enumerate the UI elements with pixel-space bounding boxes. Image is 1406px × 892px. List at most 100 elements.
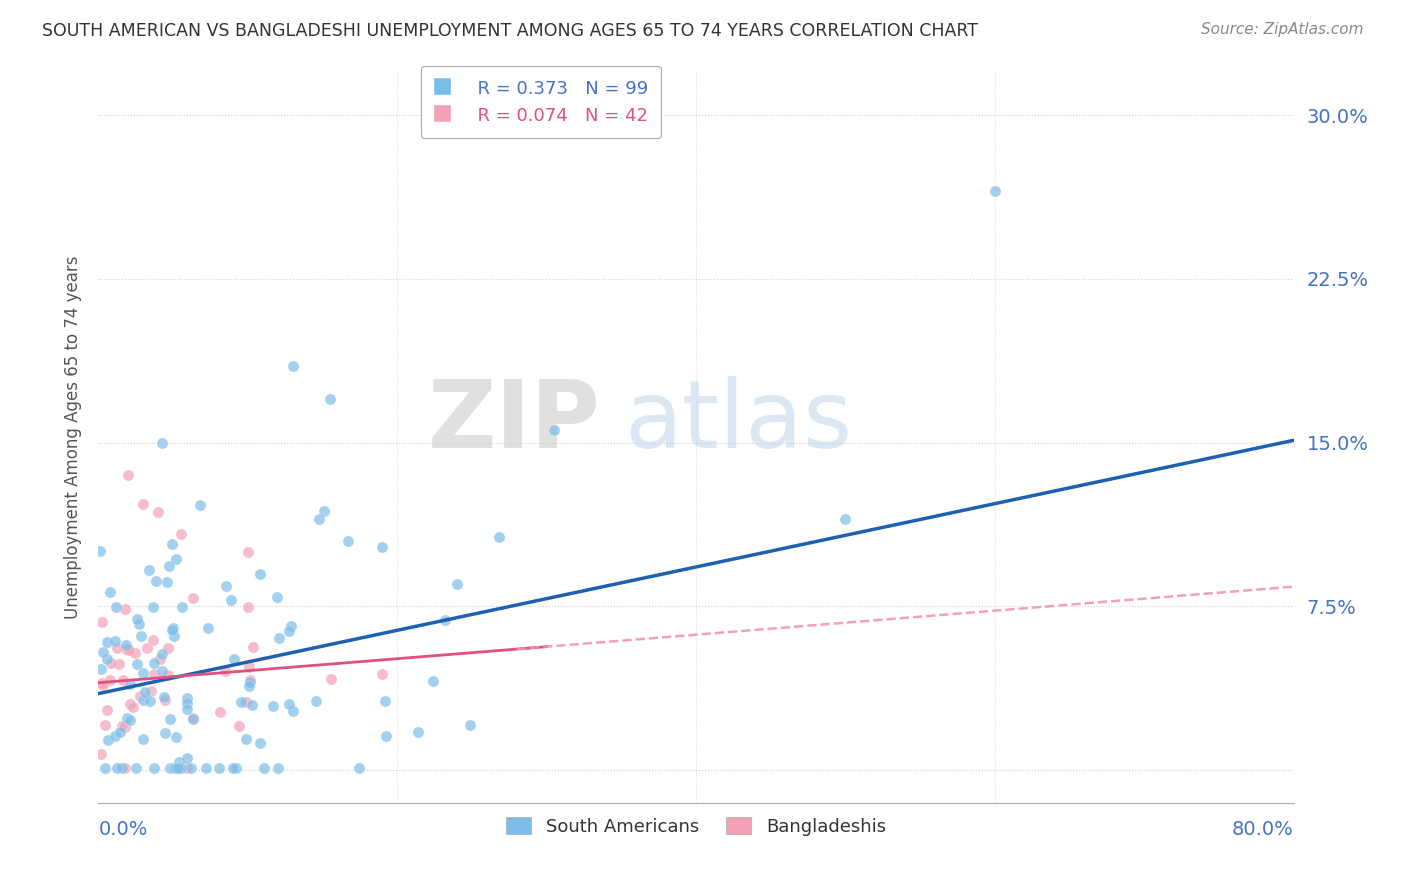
Point [319,392,342,406]
Point [349,761,371,775]
Point [148,505,170,519]
Text: SOUTH AMERICAN VS BANGLADESHI UNEMPLOYMENT AMONG AGES 65 TO 74 YEARS CORRELATION: SOUTH AMERICAN VS BANGLADESHI UNEMPLOYME… [42,22,979,40]
Point [100,656,122,670]
Point [98,585,121,599]
Point [125,657,148,672]
Y-axis label: Unemployment Among Ages 65 to 74 years: Unemployment Among Ages 65 to 74 years [63,255,82,619]
Point [214,664,236,678]
Point [98,673,121,688]
Point [240,698,263,713]
Point [281,359,304,373]
Point [319,673,342,687]
Point [94,718,117,732]
Point [228,719,250,733]
Point [208,761,231,775]
Point [176,690,198,705]
Point [488,530,510,544]
Point [169,527,191,541]
Point [142,632,165,647]
Point [181,591,204,605]
Point [208,705,231,719]
Point [152,665,174,679]
Point [125,761,148,775]
Point [107,761,129,775]
Point [269,631,291,645]
Point [153,726,176,740]
Point [90,747,112,762]
Point [242,640,264,654]
Point [142,666,165,681]
Point [128,617,150,632]
Point [239,673,262,687]
Point [96,652,118,666]
Point [277,698,299,712]
Text: 0.0%: 0.0% [98,821,148,839]
Point [238,679,260,693]
Point [105,641,128,656]
Point [434,613,457,627]
Point [91,678,114,692]
Point [153,690,176,705]
Text: atlas: atlas [624,376,852,468]
Point [159,712,181,726]
Point [167,761,190,775]
Point [138,564,160,578]
Point [176,702,198,716]
Point [143,656,166,670]
Point [159,761,181,775]
Point [280,618,302,632]
Point [89,544,111,558]
Point [167,755,190,769]
Point [131,665,153,680]
Point [135,641,157,656]
Point [104,634,127,648]
Point [156,574,179,589]
Point [108,724,131,739]
Point [249,566,271,581]
Point [112,673,135,687]
Point [118,698,141,712]
Point [127,612,149,626]
Point [156,641,179,656]
Point [188,499,211,513]
Legend: South Americans, Bangladeshis: South Americans, Bangladeshis [496,808,896,845]
Point [115,711,138,725]
Point [97,732,120,747]
Point [181,711,204,725]
Point [267,761,290,775]
Point [446,577,468,591]
Point [219,592,242,607]
Point [153,692,176,706]
Point [229,695,252,709]
Point [104,730,127,744]
Point [422,674,444,689]
Point [183,712,205,726]
Point [114,720,136,734]
Point [235,731,257,746]
Point [176,696,198,710]
Point [197,621,219,635]
Point [117,642,139,657]
Point [225,761,247,775]
Point [249,736,271,750]
Text: 80.0%: 80.0% [1232,821,1294,839]
Point [222,761,245,775]
Point [305,694,328,708]
Point [115,641,138,656]
Point [235,696,257,710]
Point [262,698,284,713]
Point [308,511,330,525]
Point [152,436,174,450]
Point [162,621,184,635]
Point [312,504,335,518]
Point [239,674,262,689]
Point [253,761,276,775]
Point [96,635,118,649]
Point [124,646,146,660]
Point [336,534,359,549]
Point [93,645,115,659]
Point [194,761,217,775]
Point [236,545,259,559]
Point [107,657,129,671]
Point [370,540,392,554]
